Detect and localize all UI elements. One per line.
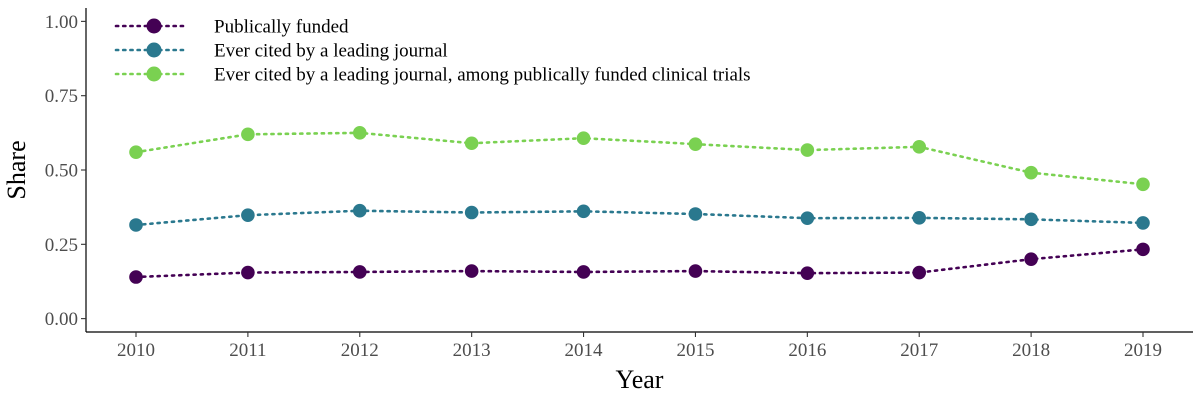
legend-label: Ever cited by a leading journal [214, 41, 448, 62]
y-tick-label: 1.00 [45, 12, 78, 33]
y-axis-title: Share [2, 140, 31, 199]
series-2 [129, 203, 1150, 232]
data-point [1136, 177, 1150, 192]
x-ticks: 2010 2011 2012 2013 2014 2015 2016 2017 2018 2019 [117, 332, 1162, 361]
data-point [352, 126, 367, 140]
series-line [134, 131, 1145, 186]
data-point [688, 137, 703, 151]
data-point [576, 265, 591, 279]
data-point [129, 145, 143, 159]
x-tick-label: 2013 [453, 340, 491, 361]
data-point [800, 143, 815, 157]
data-point [1024, 165, 1038, 180]
legend-item: Publically funded [114, 17, 349, 38]
y-ticks: 0.00 0.25 0.50 0.75 1.00 [45, 12, 86, 330]
series-line [134, 209, 1145, 227]
y-tick-label: 0.00 [45, 309, 78, 330]
legend-label: Ever cited by a leading journal, among p… [214, 65, 751, 86]
y-tick-label: 0.75 [45, 86, 78, 107]
data-point [576, 131, 591, 145]
x-tick-label: 2015 [676, 340, 714, 361]
data-point [1136, 242, 1150, 257]
data-point [464, 264, 479, 278]
data-point [129, 218, 143, 232]
legend-item: Ever cited by a leading journal, among p… [114, 65, 751, 86]
legend-marker [146, 18, 162, 34]
x-tick-label: 2017 [900, 340, 938, 361]
data-point [1024, 212, 1038, 227]
series-3 [129, 126, 1150, 192]
data-point [129, 270, 143, 284]
legend-item: Ever cited by a leading journal [114, 41, 448, 62]
series-line [134, 248, 1145, 279]
x-tick-label: 2018 [1012, 340, 1050, 361]
data-point [912, 265, 927, 280]
data-point [464, 136, 479, 151]
data-point [1024, 252, 1038, 266]
y-tick-label: 0.25 [45, 235, 78, 256]
legend-marker [146, 66, 162, 82]
x-tick-label: 2011 [229, 340, 266, 361]
x-axis-title: Year [616, 365, 664, 394]
data-point [241, 265, 255, 280]
legend-marker [146, 42, 162, 58]
data-point [1136, 216, 1150, 230]
data-point [800, 211, 815, 225]
data-point [576, 204, 591, 219]
data-point [688, 207, 703, 221]
data-point [912, 140, 927, 154]
data-point [800, 266, 815, 280]
data-point [352, 203, 367, 218]
data-point [464, 205, 479, 220]
legend-label: Publically funded [214, 17, 349, 38]
x-tick-label: 2019 [1124, 340, 1162, 361]
x-tick-label: 2016 [788, 340, 826, 361]
y-tick-label: 0.50 [45, 161, 78, 182]
data-point [688, 264, 703, 278]
data-point [352, 265, 367, 279]
legend: Publically funded Ever cited by a leading… [114, 17, 751, 86]
series-1 [129, 242, 1150, 284]
x-tick-label: 2012 [341, 340, 379, 361]
x-tick-label: 2014 [565, 340, 604, 361]
x-tick-label: 2010 [117, 340, 155, 361]
data-point [241, 127, 255, 142]
data-point [241, 208, 255, 222]
series-layer [129, 126, 1150, 284]
data-point [912, 211, 927, 225]
